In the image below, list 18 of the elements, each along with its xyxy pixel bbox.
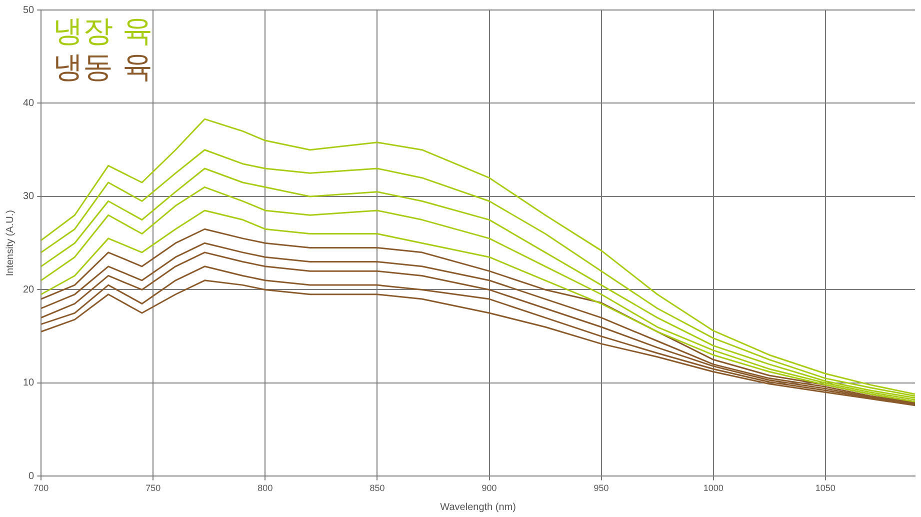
- x-tick-label: 750: [146, 483, 161, 494]
- x-axis-title: Wavelength (nm): [440, 502, 516, 513]
- y-tick-label: 0: [28, 470, 35, 482]
- text: 냉동 육: [53, 50, 153, 86]
- text: 냉장 육: [53, 14, 153, 50]
- x-tick-label: 800: [258, 483, 273, 494]
- y-tick-label: 50: [23, 4, 35, 16]
- y-tick-label: 40: [23, 98, 35, 109]
- y-tick-label: 10: [23, 378, 35, 389]
- y-tick-label: 20: [23, 284, 35, 296]
- x-tick-label: 1050: [815, 483, 836, 494]
- x-tick-label: 950: [594, 483, 609, 494]
- y-axis-title: Intensity (A.U.): [4, 210, 16, 276]
- y-tick-label: 30: [23, 191, 35, 202]
- x-tick-label: 1000: [703, 483, 724, 494]
- x-tick-label: 850: [370, 483, 385, 494]
- x-tick-label: 700: [34, 483, 49, 494]
- x-tick-label: 900: [482, 483, 497, 494]
